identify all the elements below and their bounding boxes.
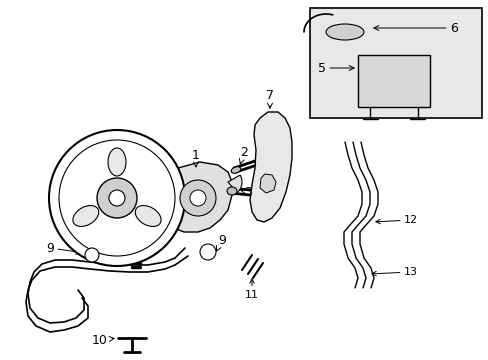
- Text: 1: 1: [192, 149, 200, 167]
- Text: 3: 3: [241, 185, 251, 198]
- Text: 11: 11: [244, 279, 259, 300]
- Bar: [357, 55, 429, 107]
- Text: 6: 6: [373, 22, 457, 35]
- Text: 13: 13: [371, 267, 417, 277]
- Text: 9: 9: [46, 242, 81, 255]
- Text: 10: 10: [92, 333, 114, 346]
- Circle shape: [85, 248, 99, 262]
- Bar: [309, 8, 481, 118]
- Ellipse shape: [226, 187, 237, 195]
- Text: 5: 5: [317, 62, 353, 75]
- Circle shape: [59, 140, 175, 256]
- Text: 8: 8: [136, 231, 146, 251]
- Polygon shape: [164, 162, 231, 232]
- Ellipse shape: [108, 148, 126, 176]
- Text: 12: 12: [375, 215, 417, 225]
- Circle shape: [97, 178, 137, 218]
- Text: 2: 2: [239, 145, 247, 164]
- Circle shape: [49, 130, 184, 266]
- Ellipse shape: [325, 24, 363, 40]
- Polygon shape: [260, 174, 275, 193]
- Wedge shape: [227, 175, 242, 193]
- Polygon shape: [249, 112, 291, 222]
- Circle shape: [180, 180, 216, 216]
- Text: 9: 9: [216, 234, 225, 251]
- Text: 4: 4: [64, 181, 96, 198]
- Ellipse shape: [231, 167, 240, 173]
- Circle shape: [190, 190, 205, 206]
- Ellipse shape: [73, 206, 99, 226]
- Ellipse shape: [135, 206, 161, 226]
- Text: 7: 7: [265, 89, 273, 108]
- Circle shape: [200, 244, 216, 260]
- Circle shape: [109, 190, 125, 206]
